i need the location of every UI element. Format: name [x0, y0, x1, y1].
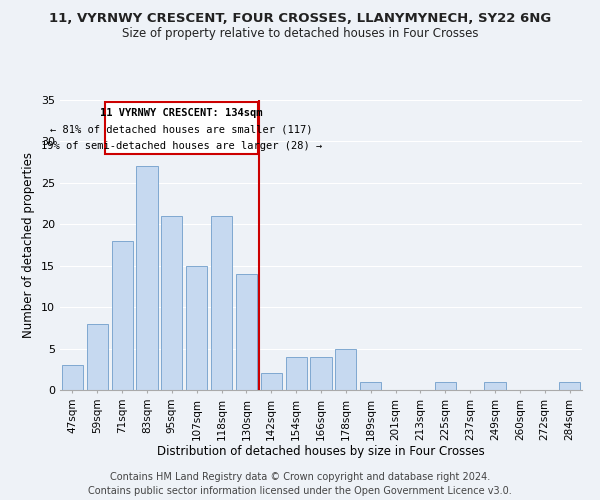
Text: 19% of semi-detached houses are larger (28) →: 19% of semi-detached houses are larger (… [41, 140, 322, 150]
Text: 11, VYRNWY CRESCENT, FOUR CROSSES, LLANYMYNECH, SY22 6NG: 11, VYRNWY CRESCENT, FOUR CROSSES, LLANY… [49, 12, 551, 26]
Bar [559, 382, 580, 390]
Bar [310, 357, 332, 390]
Bar [484, 382, 506, 390]
Text: Size of property relative to detached houses in Four Crosses: Size of property relative to detached ho… [122, 28, 478, 40]
Bar [335, 348, 356, 390]
Bar [87, 324, 108, 390]
Text: ← 81% of detached houses are smaller (117): ← 81% of detached houses are smaller (11… [50, 125, 313, 135]
Bar [286, 357, 307, 390]
Text: Contains public sector information licensed under the Open Government Licence v3: Contains public sector information licen… [88, 486, 512, 496]
X-axis label: Distribution of detached houses by size in Four Crosses: Distribution of detached houses by size … [157, 446, 485, 458]
Bar [435, 382, 456, 390]
Bar [136, 166, 158, 390]
Bar [62, 365, 83, 390]
Bar [360, 382, 381, 390]
Bar [112, 241, 133, 390]
Text: Contains HM Land Registry data © Crown copyright and database right 2024.: Contains HM Land Registry data © Crown c… [110, 472, 490, 482]
Bar [261, 374, 282, 390]
Bar [186, 266, 207, 390]
Y-axis label: Number of detached properties: Number of detached properties [22, 152, 35, 338]
Bar [161, 216, 182, 390]
Text: 11 VYRNWY CRESCENT: 134sqm: 11 VYRNWY CRESCENT: 134sqm [100, 108, 262, 118]
FancyBboxPatch shape [105, 102, 257, 154]
Bar [211, 216, 232, 390]
Bar [236, 274, 257, 390]
